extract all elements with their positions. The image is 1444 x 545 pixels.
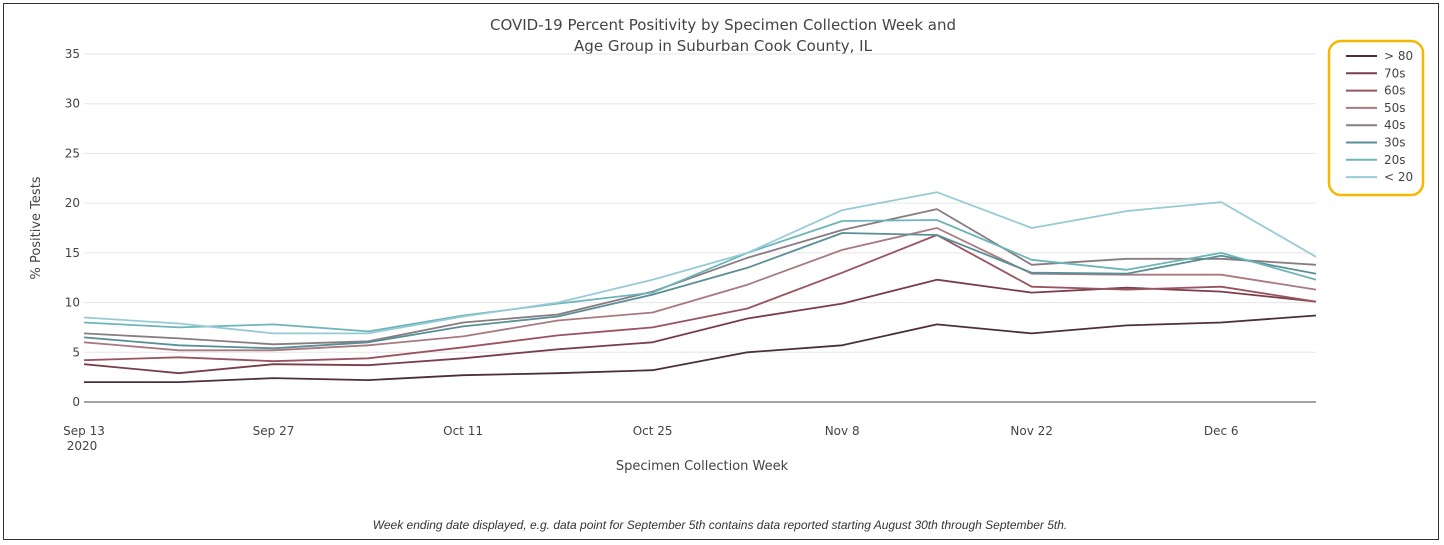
- y-tick-label: 25: [65, 146, 80, 160]
- y-tick-label: 20: [65, 196, 80, 210]
- legend-label: 50s: [1384, 101, 1406, 115]
- series-line-20[interactable]: [83, 191, 1317, 335]
- legend-label: 40s: [1384, 118, 1406, 132]
- y-tick-label: 10: [65, 296, 80, 310]
- chart-title-line-1: COVID-19 Percent Positivity by Specimen …: [490, 16, 956, 34]
- y-tick-label: 30: [65, 97, 80, 111]
- chart-title-line-2: Age Group in Suburban Cook County, IL: [574, 37, 873, 55]
- series-line-20s[interactable]: [83, 219, 1317, 333]
- y-axis-ticks: 0 5 10 15 20 25 30 35: [65, 47, 80, 409]
- gridlines: [84, 53, 1316, 403]
- x-axis-label: Specimen Collection Week: [616, 459, 789, 474]
- y-tick-label: 15: [65, 246, 80, 260]
- legend-item[interactable]: > 80: [1346, 49, 1413, 63]
- y-tick-label: 35: [65, 47, 80, 61]
- x-tick-sublabel: 2020: [67, 439, 98, 453]
- x-tick-label: Oct 11: [443, 424, 483, 438]
- legend[interactable]: > 80 70s 60s 50s 40s 30s 20s < 20: [1327, 39, 1425, 197]
- line-chart: COVID-19 Percent Positivity by Specimen …: [29, 16, 1425, 532]
- y-tick-label: 0: [72, 395, 80, 409]
- legend-highlight-box: [1327, 39, 1425, 197]
- footnote: Week ending date displayed, e.g. data po…: [373, 518, 1067, 532]
- legend-item[interactable]: 20s: [1346, 153, 1406, 167]
- legend-label: > 80: [1384, 49, 1413, 63]
- legend-item[interactable]: 30s: [1346, 136, 1406, 150]
- legend-label: 70s: [1384, 66, 1406, 80]
- chart-title: COVID-19 Percent Positivity by Specimen …: [490, 16, 956, 55]
- legend-item[interactable]: 50s: [1346, 101, 1406, 115]
- legend-label: 30s: [1384, 136, 1406, 150]
- series-lines: [83, 191, 1317, 384]
- legend-label: < 20: [1384, 170, 1413, 184]
- series-line-50s[interactable]: [83, 227, 1317, 352]
- series-line-70s[interactable]: [83, 278, 1317, 375]
- x-tick-label: Sep 13: [63, 424, 105, 438]
- x-tick-label: Nov 22: [1010, 424, 1053, 438]
- y-axis-label: % Positive Tests: [29, 176, 44, 279]
- y-tick-label: 5: [72, 345, 80, 359]
- legend-item[interactable]: < 20: [1346, 170, 1413, 184]
- x-tick-label: Sep 27: [253, 424, 295, 438]
- legend-label: 60s: [1384, 84, 1406, 98]
- legend-item[interactable]: 60s: [1346, 84, 1406, 98]
- series-line-30s[interactable]: [83, 232, 1317, 350]
- x-tick-label: Dec 6: [1204, 424, 1239, 438]
- legend-label: 20s: [1384, 153, 1406, 167]
- series-line-80[interactable]: [84, 314, 1317, 384]
- series-line-40s[interactable]: [83, 208, 1317, 346]
- x-tick-label: Nov 8: [825, 424, 860, 438]
- series-line-60s[interactable]: [83, 234, 1317, 363]
- x-tick-label: Oct 25: [633, 424, 673, 438]
- legend-item[interactable]: 40s: [1346, 118, 1406, 132]
- legend-item[interactable]: 70s: [1346, 66, 1406, 80]
- chart-frame: COVID-19 Percent Positivity by Specimen …: [3, 3, 1439, 540]
